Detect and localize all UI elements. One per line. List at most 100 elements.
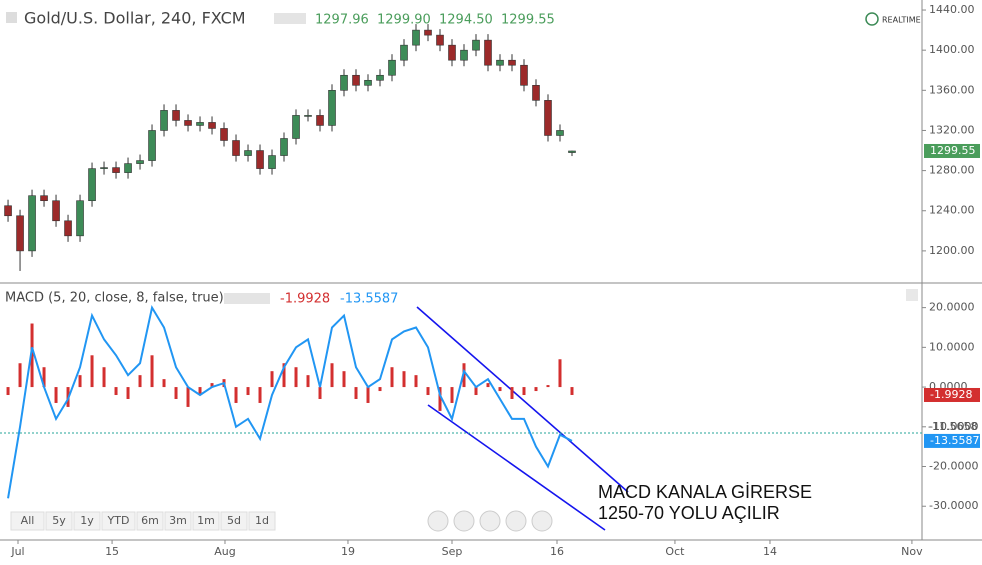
- histogram-bar: [498, 387, 502, 392]
- histogram-bar: [426, 387, 430, 396]
- histogram-bar: [174, 387, 178, 399]
- range-label[interactable]: All: [21, 514, 35, 527]
- candle-body: [196, 122, 204, 126]
- candle-body: [532, 85, 540, 101]
- histogram-bar: [486, 383, 490, 388]
- candle-body: [556, 130, 564, 136]
- range-label[interactable]: 3m: [169, 514, 187, 527]
- nav-buttons: [427, 510, 553, 532]
- range-label[interactable]: 6m: [141, 514, 159, 527]
- icons[interactable]: [274, 13, 306, 24]
- histogram-bar: [114, 387, 118, 396]
- candle-body: [148, 130, 156, 161]
- histogram-bar: [366, 387, 370, 403]
- histogram-bar: [126, 387, 130, 399]
- candle-body: [112, 167, 120, 173]
- candle-body: [364, 79, 372, 86]
- histogram-bar: [210, 383, 214, 388]
- range-button[interactable]: [101, 511, 136, 531]
- zoom-out[interactable]: [453, 510, 475, 532]
- histogram-bar: [342, 371, 346, 388]
- y-tick-label: 1400.00: [929, 43, 975, 56]
- y-tick-label: 1440.00: [929, 3, 975, 16]
- histogram-bar: [378, 387, 382, 392]
- histogram-bar: [150, 355, 154, 388]
- range-button[interactable]: [248, 511, 276, 531]
- candle-body: [232, 140, 240, 156]
- range-label[interactable]: 5y: [52, 514, 66, 527]
- histogram-bar: [102, 367, 106, 388]
- trend-line: [427, 404, 606, 531]
- histogram-bar: [450, 387, 454, 403]
- range-button[interactable]: [73, 511, 101, 531]
- candle-body: [184, 120, 192, 126]
- range-label[interactable]: 1m: [197, 514, 215, 527]
- histogram-bar: [162, 379, 166, 388]
- histogram-bar: [330, 363, 334, 388]
- range-label[interactable]: 1d: [255, 514, 269, 527]
- histogram-bar: [54, 387, 58, 403]
- scroll-right[interactable]: [531, 510, 553, 532]
- candle-body: [304, 115, 312, 117]
- candle-body: [328, 90, 336, 126]
- candle-body: [136, 160, 144, 164]
- range-button[interactable]: [220, 511, 248, 531]
- range-button[interactable]: [45, 511, 73, 531]
- histogram-bar: [294, 367, 298, 388]
- x-tick-label: Oct: [665, 545, 685, 558]
- candle-body: [160, 110, 168, 131]
- badge: [924, 143, 980, 158]
- histogram-bar: [438, 387, 442, 411]
- ohlc: 1299.55: [501, 13, 555, 28]
- candle-body: [172, 110, 180, 121]
- maximize[interactable]: [906, 289, 918, 301]
- candle-body: [472, 39, 480, 51]
- candle-body: [244, 150, 252, 156]
- candle-body: [208, 122, 216, 129]
- range-label[interactable]: 1y: [80, 514, 94, 527]
- y-tick-label: 1200.00: [929, 244, 975, 257]
- histogram-bar: [198, 387, 202, 396]
- ohlc: 1299.90: [377, 13, 431, 28]
- histogram-bar: [138, 375, 142, 388]
- histogram-bar: [90, 355, 94, 388]
- candle-body: [64, 220, 72, 237]
- y-tick-label: 1240.00: [929, 204, 975, 217]
- candle-body: [424, 29, 432, 36]
- candle-body: [376, 74, 384, 81]
- icons[interactable]: [224, 293, 270, 304]
- ohlc: 1297.96: [315, 13, 369, 28]
- candle-body: [268, 155, 276, 169]
- icon[interactable]: [6, 12, 17, 23]
- histogram-bar: [246, 387, 250, 396]
- badge-label: -1.9928: [930, 388, 972, 401]
- candle-body: [100, 167, 108, 169]
- candle-body: [388, 59, 396, 76]
- range-button[interactable]: [136, 511, 164, 531]
- histogram-bar: [234, 387, 238, 403]
- macd-hist-value: -1.9928: [280, 292, 330, 307]
- candle-body: [16, 215, 24, 252]
- range-label[interactable]: YTD: [107, 514, 130, 527]
- candle-body: [256, 150, 264, 169]
- badge: [924, 387, 980, 402]
- histogram-bar: [414, 375, 418, 388]
- candle-body: [52, 200, 60, 222]
- range-button[interactable]: [164, 511, 192, 531]
- range-button[interactable]: [192, 511, 220, 531]
- histogram-bar: [558, 359, 562, 388]
- realtime-icon: [865, 12, 879, 26]
- ohlc: 1294.50: [439, 13, 493, 28]
- histogram-bar: [474, 387, 478, 396]
- level-label: -11.5658: [928, 420, 977, 433]
- x-tick-label: Aug: [214, 545, 235, 558]
- candle-body: [352, 74, 360, 86]
- range-label[interactable]: 5d: [227, 514, 241, 527]
- badge-label: -13.5587: [930, 434, 979, 447]
- range-button[interactable]: [10, 511, 45, 531]
- zoom-in[interactable]: [505, 510, 527, 532]
- scroll-left[interactable]: [427, 510, 449, 532]
- reset[interactable]: [479, 510, 501, 532]
- y-tick-label: 10.0000: [929, 340, 975, 353]
- histogram-bar: [18, 363, 22, 388]
